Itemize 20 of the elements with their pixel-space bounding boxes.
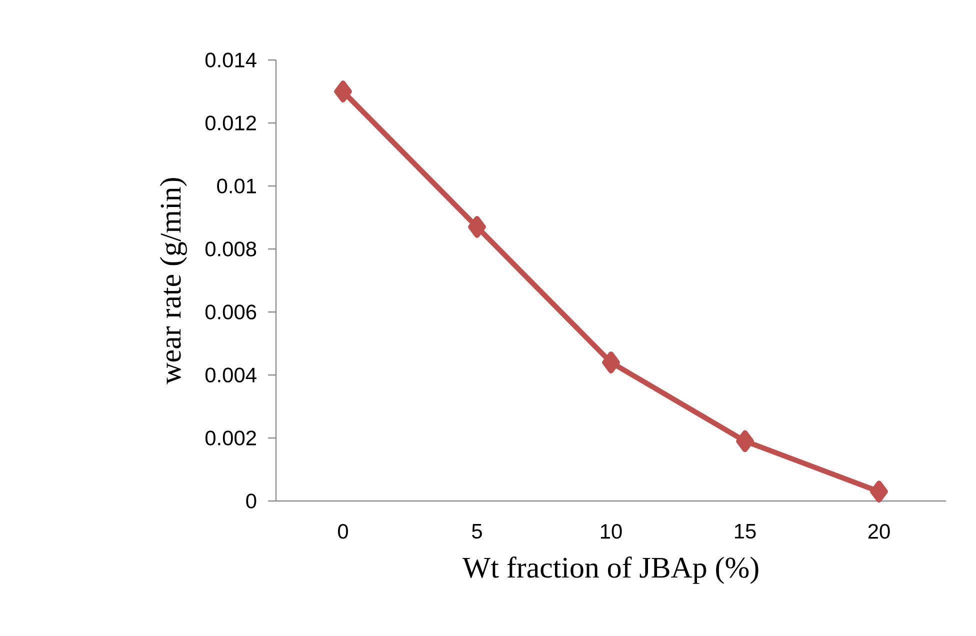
y-tick-label: 0.008 — [205, 242, 256, 256]
point — [602, 351, 620, 374]
point — [736, 430, 754, 452]
x-tick-label: 10 — [600, 524, 622, 539]
point — [468, 216, 486, 238]
x-axis-title: Wt fraction of JBAp (%) — [462, 556, 758, 584]
point — [334, 80, 352, 102]
y-tick-label: 0.012 — [205, 116, 256, 130]
x-tick-label: 20 — [868, 524, 890, 539]
point — [870, 480, 888, 503]
x-tick-label: 0 — [338, 524, 348, 539]
x-tick-label: 5 — [472, 524, 482, 539]
y-tick-label: 0 — [246, 494, 256, 508]
y-tick-label: 0.014 — [205, 52, 256, 68]
y-tick-label: 0.002 — [205, 430, 256, 446]
y-tick-label: 0.004 — [205, 368, 256, 382]
x-tick-label: 15 — [734, 524, 756, 539]
y-axis-title: wear rate (g/min) — [160, 178, 187, 384]
y-tick-label: 0.006 — [205, 304, 256, 320]
y-tick-label: 0.01 — [217, 178, 256, 194]
